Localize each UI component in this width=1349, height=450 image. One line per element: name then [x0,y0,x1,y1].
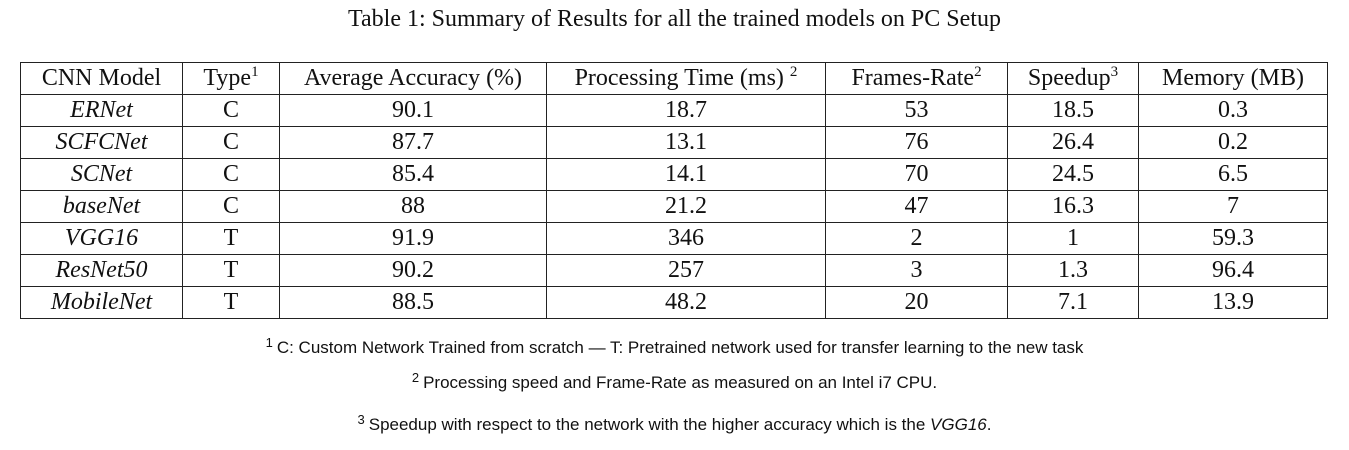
cell-type: T [182,286,280,319]
cell-accuracy: 87.7 [279,126,547,159]
cell-model: SCNet [20,158,183,191]
footnote-text: Processing speed and Frame-Rate as measu… [423,373,938,392]
cell-frame-rate: 20 [825,286,1008,319]
footnote-number: 3 [357,412,365,427]
footnote-text: Speedup with respect to the network with… [368,415,931,434]
cell-accuracy: 88.5 [279,286,547,319]
table-row: MobileNet T 88.5 48.2 20 7.1 13.9 [20,286,1328,319]
header-processing-time: Processing Time (ms) 2 [546,62,826,95]
cell-type: C [182,126,280,159]
footnote-ref: 1 [251,64,259,80]
cell-memory: 0.3 [1138,94,1328,127]
cell-frame-rate: 70 [825,158,1008,191]
table-row: SCFCNet C 87.7 13.1 76 26.4 0.2 [20,126,1328,159]
cell-speedup: 1.3 [1007,254,1139,287]
footnote-text: C: Custom Network Trained from scratch —… [276,338,1084,357]
cell-speedup: 24.5 [1007,158,1139,191]
cell-model: VGG16 [20,222,183,255]
cell-memory: 13.9 [1138,286,1328,319]
cell-type: C [182,94,280,127]
footnote-3: 3 Speedup with respect to the network wit… [0,412,1349,436]
cell-model: baseNet [20,190,183,223]
cell-memory: 7 [1138,190,1328,223]
footnote-tail: . [986,415,992,434]
cell-processing-time: 21.2 [546,190,826,223]
header-cnn-model: CNN Model [20,62,183,95]
cell-type: C [182,190,280,223]
cell-memory: 6.5 [1138,158,1328,191]
footnote-2: 2 Processing speed and Frame-Rate as meas… [0,370,1349,394]
cell-memory: 0.2 [1138,126,1328,159]
cell-accuracy: 85.4 [279,158,547,191]
header-average-accuracy: Average Accuracy (%) [279,62,547,95]
cell-frame-rate: 2 [825,222,1008,255]
header-speedup: Speedup3 [1007,62,1139,95]
footnote-ref: 2 [789,64,798,80]
cell-accuracy: 90.2 [279,254,547,287]
cell-processing-time: 18.7 [546,94,826,127]
table-row: VGG16 T 91.9 346 2 1 59.3 [20,222,1328,255]
header-type: Type1 [182,62,280,95]
header-memory: Memory (MB) [1138,62,1328,95]
table-row: SCNet C 85.4 14.1 70 24.5 6.5 [20,158,1328,191]
cell-type: T [182,254,280,287]
cell-type: C [182,158,280,191]
cell-memory: 96.4 [1138,254,1328,287]
cell-speedup: 26.4 [1007,126,1139,159]
cell-type: T [182,222,280,255]
footnote-ref: 3 [1110,64,1119,80]
footnote-emphasis: VGG16 [930,415,987,434]
cell-processing-time: 13.1 [546,126,826,159]
cell-memory: 59.3 [1138,222,1328,255]
cell-frame-rate: 3 [825,254,1008,287]
cell-model: ERNet [20,94,183,127]
results-table: CNN Model Type1 Average Accuracy (%) Pro… [20,62,1328,319]
cell-frame-rate: 47 [825,190,1008,223]
cell-speedup: 18.5 [1007,94,1139,127]
cell-processing-time: 257 [546,254,826,287]
header-frames-rate: Frames-Rate2 [825,62,1008,95]
footnote-1: 1 C: Custom Network Trained from scratch … [0,335,1349,359]
cell-model: MobileNet [20,286,183,319]
cell-speedup: 16.3 [1007,190,1139,223]
cell-model: ResNet50 [20,254,183,287]
cell-speedup: 7.1 [1007,286,1139,319]
footnote-number: 2 [411,370,420,385]
header-row: CNN Model Type1 Average Accuracy (%) Pro… [20,62,1328,95]
cell-model: SCFCNet [20,126,183,159]
table-row: baseNet C 88 21.2 47 16.3 7 [20,190,1328,223]
cell-accuracy: 90.1 [279,94,547,127]
table-row: ERNet C 90.1 18.7 53 18.5 0.3 [20,94,1328,127]
table-row: ResNet50 T 90.2 257 3 1.3 96.4 [20,254,1328,287]
cell-frame-rate: 53 [825,94,1008,127]
footnote-ref: 2 [974,64,982,80]
table-caption: Table 1: Summary of Results for all the … [348,6,1001,32]
cell-accuracy: 91.9 [279,222,547,255]
cell-accuracy: 88 [279,190,547,223]
cell-frame-rate: 76 [825,126,1008,159]
cell-processing-time: 14.1 [546,158,826,191]
cell-processing-time: 346 [546,222,826,255]
cell-speedup: 1 [1007,222,1139,255]
footnote-number: 1 [265,335,273,350]
cell-processing-time: 48.2 [546,286,826,319]
